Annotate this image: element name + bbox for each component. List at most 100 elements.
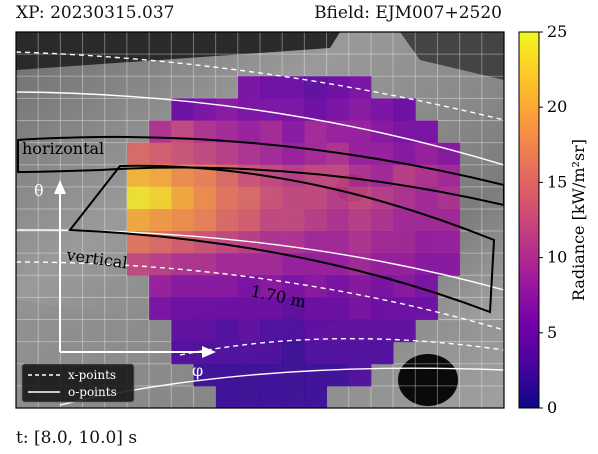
phi-label: φ	[192, 361, 203, 380]
colorbar: 0 5 10 15 20 25 Radiance [kW/m²sr]	[518, 22, 588, 417]
heatmap-cell	[149, 164, 172, 188]
heatmap-cell	[126, 164, 150, 188]
heatmap-cell	[370, 341, 394, 365]
heatmap-cell	[193, 275, 217, 298]
heatmap-cell	[326, 76, 350, 99]
x-point-line	[16, 51, 504, 121]
heatmap-cell	[393, 98, 416, 121]
heatmap-cell	[171, 319, 194, 343]
heatmap-cell	[348, 208, 372, 232]
heatmap-cell	[370, 297, 394, 321]
heatmap-cell	[370, 208, 394, 232]
heatmap-cell	[326, 98, 350, 121]
heatmap-cell	[415, 120, 438, 144]
horizontal-label: horizontal	[22, 139, 104, 158]
heatmap-cell	[237, 275, 261, 298]
heatmap-cell	[282, 363, 305, 387]
colorbar-tick-label: 10	[547, 248, 567, 267]
heatmap-cell	[282, 76, 305, 99]
heatmap-cell	[282, 120, 305, 144]
heatmap-cell	[193, 142, 217, 166]
magnetic-field-config: Bfield: EJM007+2520	[314, 3, 502, 23]
heatmap-cell	[393, 142, 416, 166]
heatmap-cell	[282, 385, 305, 408]
heatmap-cell	[348, 297, 372, 321]
heatmap-cell	[326, 120, 350, 144]
heatmap-cell	[370, 231, 394, 254]
heatmap-cell	[171, 275, 194, 298]
heatmap-cell	[326, 319, 350, 343]
heatmap-cell	[171, 231, 194, 254]
heatmap-cell	[171, 253, 194, 276]
theta-arrow	[54, 180, 66, 352]
heatmap-cell	[237, 253, 261, 276]
heatmap-cell	[237, 186, 261, 210]
heatmap-cell	[215, 341, 239, 365]
heatmap-cell	[282, 208, 305, 232]
heatmap-cell	[304, 297, 328, 321]
heatmap-cell	[393, 208, 416, 232]
heatmap-cell	[260, 76, 283, 99]
heatmap-cell	[215, 231, 239, 254]
heatmap-cell	[215, 297, 239, 321]
heatmap-cell	[260, 253, 283, 276]
heatmap-cell	[304, 341, 328, 365]
heatmap-cell	[437, 231, 461, 254]
heatmap-cell	[304, 98, 328, 121]
heatmap-cell	[326, 363, 350, 387]
heatmap-cell	[260, 319, 283, 343]
heatmap-cell	[171, 208, 194, 232]
experiment-id: XP: 20230315.037	[16, 3, 175, 23]
heatmap-cell	[304, 164, 328, 188]
heatmap-cell	[348, 164, 372, 188]
heatmap-cell	[304, 363, 328, 387]
heatmap-cell	[126, 208, 150, 232]
heatmap-cell	[304, 231, 328, 254]
heatmap-cell	[215, 363, 239, 387]
heatmap-cell	[282, 164, 305, 188]
colorbar-tick-label: 5	[547, 323, 557, 342]
heatmap-cell	[149, 253, 172, 276]
heatmap-cell	[215, 208, 239, 232]
o-point-line	[16, 91, 504, 166]
heatmap-cell	[326, 142, 350, 166]
heatmap-cell	[171, 142, 194, 166]
heatmap-cell	[415, 297, 438, 321]
heatmap-cell	[237, 142, 261, 166]
heatmap-cell	[193, 319, 217, 343]
heatmap-cell	[393, 297, 416, 321]
heatmap-cell	[171, 297, 194, 321]
heatmap-cell	[237, 341, 261, 365]
heatmap-cell	[304, 385, 328, 408]
heatmap-cell	[393, 253, 416, 276]
heatmap-cell	[348, 341, 372, 365]
heatmap-cell	[282, 186, 305, 210]
heatmap-cell	[348, 275, 372, 298]
horizontal-roi	[17, 135, 504, 207]
heatmap-cell	[193, 186, 217, 210]
heatmap-cell	[282, 253, 305, 276]
heatmap-cell	[171, 98, 194, 121]
time-window: t: [8.0, 10.0] s	[16, 428, 138, 448]
x-point-line	[16, 261, 504, 331]
heatmap-cell	[237, 208, 261, 232]
heatmap-cell	[260, 98, 283, 121]
heatmap-cell	[193, 164, 217, 188]
legend: x-points o-points	[21, 363, 135, 403]
heatmap-cell	[215, 98, 239, 121]
heatmap-cell	[415, 208, 438, 232]
plot-frame	[15, 31, 505, 409]
heatmap-cell	[370, 319, 394, 343]
heatmap-cell	[149, 297, 172, 321]
heatmap-cell	[326, 297, 350, 321]
legend-x-points-label: x-points	[68, 368, 116, 382]
heatmap-cell	[171, 186, 194, 210]
heatmap-cell	[193, 120, 217, 144]
heatmap-cell	[215, 142, 239, 166]
heatmap-cell	[437, 253, 461, 276]
heatmap-cell	[326, 208, 350, 232]
heatmap-cell	[193, 208, 217, 232]
heatmap-cell	[149, 186, 172, 210]
heatmap-cell	[215, 186, 239, 210]
heatmap-cell	[260, 142, 283, 166]
